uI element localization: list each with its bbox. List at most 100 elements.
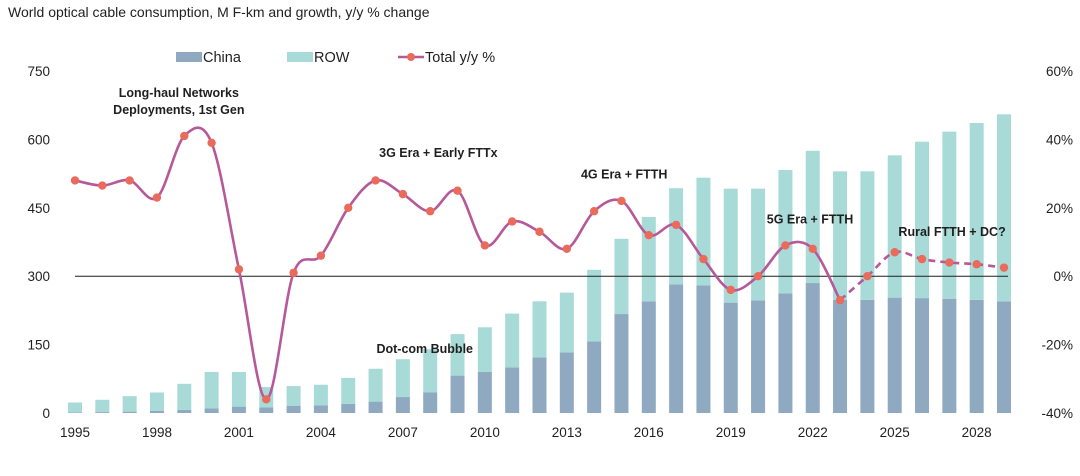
right-axis-tick: 40% [1046, 132, 1073, 147]
legend-growth-marker [407, 53, 415, 61]
bar-china [231, 406, 246, 413]
growth-point [835, 295, 845, 305]
x-axis-tick: 2013 [552, 425, 582, 440]
chart-annotation: Deployments, 1st Gen [113, 103, 244, 117]
chart-annotation: Dot-com Bubble [376, 342, 473, 356]
bar-china [723, 302, 738, 413]
legend: China ROW Total y/y % [176, 50, 495, 66]
growth-point [808, 244, 817, 254]
bar-china [450, 375, 465, 413]
growth-point [125, 176, 134, 185]
growth-line-series [70, 126, 1009, 404]
left-axis-tick: 150 [27, 338, 50, 353]
bar-row [942, 131, 957, 299]
bar-china [505, 367, 520, 413]
x-axis-tick: 2004 [306, 425, 337, 440]
bar-china [286, 405, 301, 413]
bar-china [833, 299, 848, 413]
bar-row [833, 171, 848, 300]
bar-row [313, 384, 328, 406]
left-axis: 0 150 300 450 600 750 [27, 64, 50, 421]
bar-china [259, 407, 274, 413]
bar-row [368, 368, 383, 402]
growth-point [863, 272, 872, 281]
bar-row [122, 396, 137, 412]
bar-row [887, 155, 902, 298]
right-axis-tick: 20% [1046, 201, 1073, 216]
x-axis-tick: 2022 [798, 425, 828, 440]
bar-china [177, 409, 192, 413]
legend-row-swatch [287, 52, 313, 62]
right-axis-tick: -40% [1041, 406, 1073, 421]
bar-china [969, 299, 984, 413]
left-axis-tick: 450 [27, 201, 50, 216]
growth-point [726, 285, 735, 295]
bar-china [778, 293, 793, 413]
chart-annotation: 4G Era + FTTH [581, 168, 667, 182]
growth-point [617, 196, 626, 206]
bar-row [505, 313, 520, 368]
legend-china-label: China [203, 50, 242, 66]
bar-china [614, 314, 629, 413]
bar-row [477, 327, 492, 372]
bar-row [641, 216, 656, 302]
bar-china [423, 392, 438, 413]
growth-point [70, 176, 80, 185]
legend-china-swatch [176, 52, 202, 62]
x-axis-tick: 2016 [634, 425, 664, 440]
growth-point [945, 258, 954, 267]
left-axis-tick: 750 [27, 64, 50, 79]
chart-annotation: 5G Era + FTTH [767, 212, 853, 226]
bar-row [68, 402, 82, 413]
growth-point [398, 189, 408, 199]
growth-point [507, 217, 517, 226]
bar-china [696, 285, 711, 413]
bar-row [231, 371, 246, 407]
bar-row [969, 122, 984, 300]
growth-point [890, 248, 899, 257]
growth-point [480, 241, 490, 250]
growth-point [917, 254, 927, 264]
chart-title: World optical cable consumption, M F-km … [8, 4, 430, 20]
growth-point [781, 241, 790, 250]
growth-point [453, 186, 462, 195]
bar-china [641, 301, 656, 413]
x-axis-tick: 2025 [880, 425, 910, 440]
bar-china [313, 405, 328, 413]
x-axis-tick: 2007 [388, 425, 418, 440]
x-axis-tick: 2010 [470, 425, 500, 440]
bar-china [341, 403, 356, 413]
bar-china [95, 412, 110, 413]
right-axis-tick: 60% [1046, 64, 1073, 79]
bar-row [341, 377, 356, 404]
x-axis-tick: 2019 [716, 425, 746, 440]
bar-row [450, 334, 465, 376]
growth-point [316, 251, 326, 260]
bar-series [68, 114, 1011, 413]
legend-growth-label: Total y/y % [425, 50, 495, 66]
growth-point [152, 193, 162, 202]
bar-china [887, 297, 902, 413]
bar-row [860, 171, 875, 300]
growth-point [999, 263, 1009, 272]
growth-point [699, 254, 708, 264]
bar-row [723, 188, 738, 303]
annotations: Long-haul Networks Deployments, 1st Gen Do… [113, 86, 1006, 356]
growth-point [289, 268, 298, 277]
x-axis-tick: 1998 [142, 425, 172, 440]
growth-point [535, 227, 544, 236]
x-axis-tick: 2001 [224, 425, 254, 440]
bar-china [997, 301, 1011, 413]
growth-point [344, 203, 353, 212]
bar-row [915, 141, 930, 299]
growth-point [371, 176, 380, 185]
bar-row [395, 359, 410, 398]
bar-china [368, 401, 383, 413]
legend-row-label: ROW [314, 50, 350, 66]
x-axis-tick: 2028 [962, 425, 992, 440]
chart-annotation: Long-haul Networks [119, 86, 239, 100]
bar-china [122, 411, 137, 413]
bar-china [805, 283, 820, 413]
growth-point [671, 220, 681, 230]
